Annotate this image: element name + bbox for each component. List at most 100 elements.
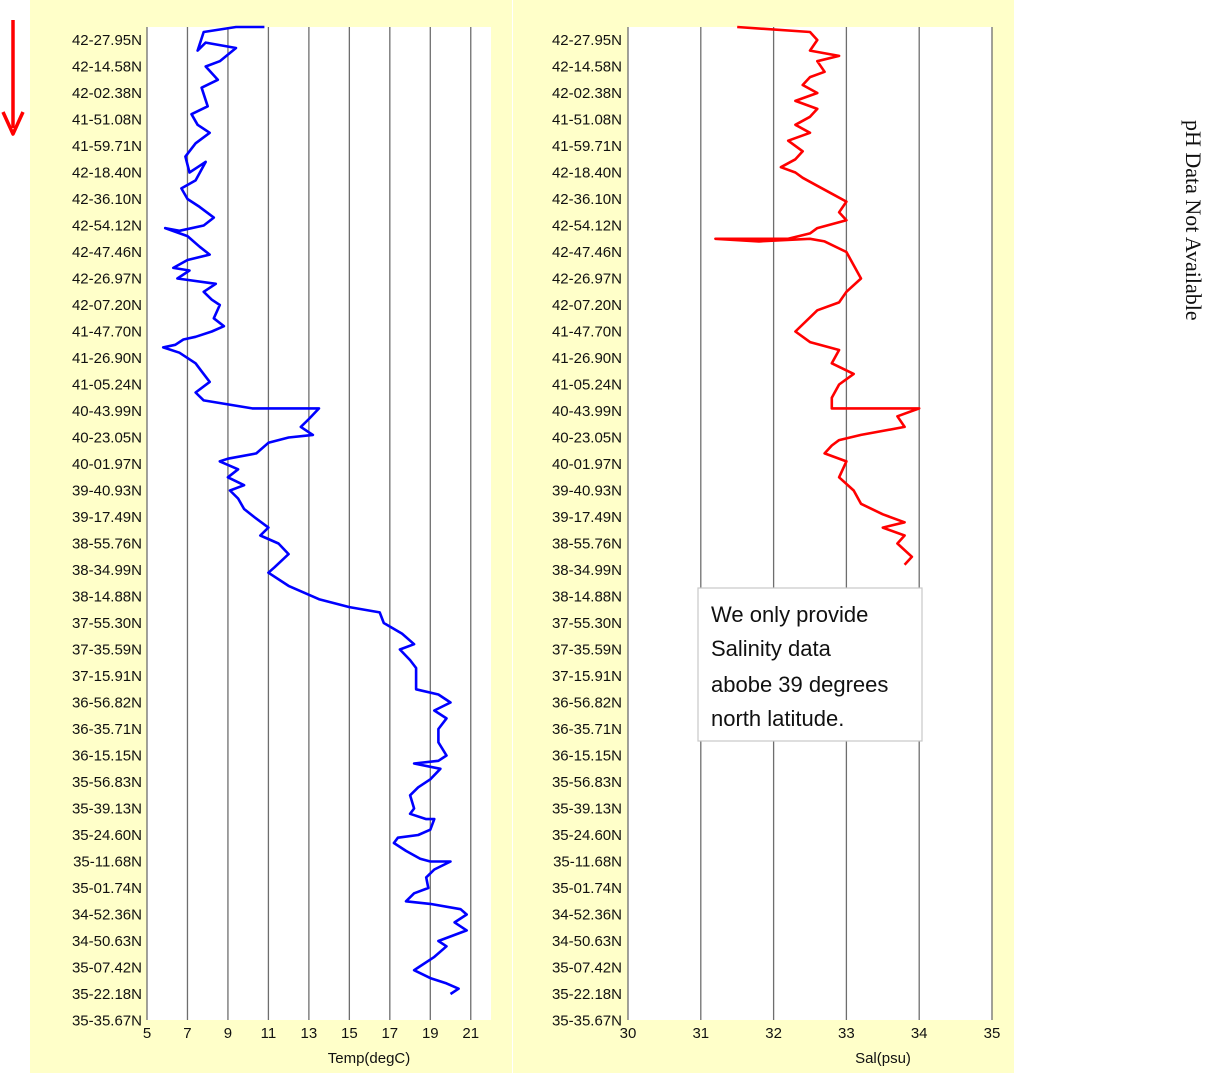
temp-y-tick-label: 42-18.40N	[72, 165, 142, 182]
temp-y-tick-label: 40-43.99N	[72, 403, 142, 420]
sal-y-tick-label: 35-11.68N	[553, 854, 622, 871]
sal-y-tick-label: 35-22.18N	[552, 986, 622, 1003]
sal-y-tick-label: 42-07.20N	[552, 297, 622, 314]
sal-y-tick-label: 38-14.88N	[552, 589, 622, 606]
temp-x-tick-label: 19	[422, 1025, 439, 1042]
temp-panel: 42-27.95N 42-14.58N 42-02.38N 41-51.08N 41-5…	[30, 0, 512, 1073]
temp-y-tick-label: 41-51.08N	[72, 112, 142, 129]
sal-panel: 42-27.95N 42-14.58N 42-02.38N 41-51.08N 41-5…	[513, 0, 1014, 1073]
note-line-4: north latitude.	[711, 706, 844, 731]
sal-y-tick-label: 42-36.10N	[552, 191, 622, 208]
temp-y-tick-label: 39-17.49N	[72, 509, 142, 526]
sal-y-tick-label: 41-59.71N	[552, 138, 622, 155]
sal-y-tick-label: 36-35.71N	[552, 721, 622, 738]
temp-y-tick-label: 40-23.05N	[72, 430, 142, 447]
sal-y-tick-label: 38-34.99N	[552, 562, 622, 579]
sal-y-tick-label: 40-01.97N	[552, 456, 622, 473]
temp-y-tick-label: 37-55.30N	[72, 615, 142, 632]
temp-y-tick-label: 36-56.82N	[72, 695, 142, 712]
temp-x-tick-label: 17	[381, 1025, 398, 1042]
temp-y-tick-label: 38-14.88N	[72, 589, 142, 606]
sal-x-tick-label: 30	[620, 1025, 637, 1042]
sal-y-tick-label: 35-35.67N	[552, 1013, 622, 1030]
sal-y-tick-label: 41-26.90N	[552, 350, 622, 367]
temp-y-tick-label: 42-36.10N	[72, 191, 142, 208]
temp-y-tick-label: 42-14.58N	[72, 59, 142, 76]
sal-x-axis-title: Sal(psu)	[855, 1050, 911, 1067]
sal-y-tick-label: 37-35.59N	[552, 642, 622, 659]
note-box: We only provide Salinity data abobe 39 d…	[697, 587, 923, 742]
sal-x-tick-label: 31	[692, 1025, 709, 1042]
note-line-3: abobe 39 degrees	[711, 672, 888, 697]
sal-y-tick-label: 41-47.70N	[552, 324, 622, 341]
sal-x-tick-label: 32	[765, 1025, 782, 1042]
temp-x-axis-title: Temp(degC)	[328, 1050, 411, 1067]
sal-gridlines	[627, 27, 993, 1020]
note-box-frame	[697, 587, 923, 742]
sal-y-tick-label: 38-55.76N	[552, 536, 622, 553]
sal-plot-area	[628, 27, 992, 1020]
sal-y-tick-labels: 42-27.95N 42-14.58N 42-02.38N 41-51.08N 41-5…	[552, 32, 622, 1030]
temp-y-tick-label: 40-01.97N	[72, 456, 142, 473]
sal-x-tick-label: 35	[984, 1025, 1001, 1042]
sal-y-tick-label: 35-39.13N	[552, 801, 622, 818]
temp-y-tick-label: 42-02.38N	[72, 85, 142, 102]
sal-y-tick-label: 36-56.82N	[552, 695, 622, 712]
sal-y-tick-label: 42-47.46N	[552, 244, 622, 261]
sal-y-tick-label: 35-24.60N	[552, 827, 622, 844]
temp-x-tick-label: 5	[143, 1025, 151, 1042]
temp-y-tick-label: 38-34.99N	[72, 562, 142, 579]
temp-series-line	[161, 25, 468, 996]
temp-y-tick-label: 41-05.24N	[72, 377, 142, 394]
sal-y-tick-label: 37-15.91N	[552, 668, 622, 685]
sal-y-tick-label: 34-50.63N	[552, 933, 622, 950]
sal-x-tick-label: 33	[838, 1025, 855, 1042]
sal-y-tick-label: 42-14.58N	[552, 59, 622, 76]
temp-y-tick-label: 37-15.91N	[72, 668, 142, 685]
ph-unavailable-label: pH Data Not Available	[1181, 120, 1206, 321]
sal-y-tick-label: 42-26.97N	[552, 271, 622, 288]
temp-y-tick-label: 35-07.42N	[72, 960, 142, 977]
sal-series-line	[714, 25, 921, 566]
temp-y-tick-label: 42-54.12N	[72, 218, 142, 235]
temp-y-tick-label: 42-07.20N	[72, 297, 142, 314]
sal-y-tick-label: 35-56.83N	[552, 774, 622, 791]
note-line-1: We only provide	[711, 602, 868, 627]
temp-y-tick-label: 34-50.63N	[72, 933, 142, 950]
sal-x-tick-label: 34	[911, 1025, 928, 1042]
note-line-2: Salinity data	[711, 636, 832, 661]
temp-plot-area	[147, 27, 491, 1020]
temp-x-tick-label: 13	[301, 1025, 318, 1042]
sal-y-tick-label: 35-07.42N	[552, 960, 622, 977]
sal-y-tick-label: 37-55.30N	[552, 615, 622, 632]
temp-y-tick-label: 35-35.67N	[72, 1013, 142, 1030]
temp-x-tick-label: 7	[183, 1025, 191, 1042]
temp-y-tick-label: 35-01.74N	[72, 880, 142, 897]
temp-y-tick-label: 35-24.60N	[72, 827, 142, 844]
temp-y-tick-label: 36-15.15N	[72, 748, 142, 765]
temp-y-tick-labels: 42-27.95N 42-14.58N 42-02.38N 41-51.08N 41-5…	[72, 32, 142, 1030]
sal-y-tick-label: 35-01.74N	[552, 880, 622, 897]
down-arrow-icon	[1, 20, 25, 136]
temp-x-tick-label: 21	[462, 1025, 479, 1042]
temp-y-tick-label: 35-56.83N	[72, 774, 142, 791]
temp-y-tick-label: 41-26.90N	[72, 350, 142, 367]
temp-y-tick-label: 42-47.46N	[72, 244, 142, 261]
sal-y-tick-label: 42-54.12N	[552, 218, 622, 235]
sal-y-tick-label: 34-52.36N	[552, 907, 622, 924]
temp-y-tick-label: 37-35.59N	[72, 642, 142, 659]
temp-y-tick-label: 34-52.36N	[72, 907, 142, 924]
sal-y-tick-label: 40-43.99N	[552, 403, 622, 420]
sal-y-tick-label: 42-02.38N	[552, 85, 622, 102]
temp-x-tick-label: 15	[341, 1025, 358, 1042]
temp-y-tick-label: 35-11.68N	[73, 854, 142, 871]
temp-y-tick-label: 35-22.18N	[72, 986, 142, 1003]
temp-y-tick-label: 39-40.93N	[72, 483, 142, 500]
sal-y-tick-label: 40-23.05N	[552, 430, 622, 447]
temp-y-tick-label: 42-27.95N	[72, 32, 142, 49]
sal-y-tick-label: 39-40.93N	[552, 483, 622, 500]
temp-y-tick-label: 41-59.71N	[72, 138, 142, 155]
temp-gridlines	[146, 27, 472, 1020]
temp-x-tick-labels: 5 7 9 11 13 15 17 19 21	[143, 1025, 479, 1042]
